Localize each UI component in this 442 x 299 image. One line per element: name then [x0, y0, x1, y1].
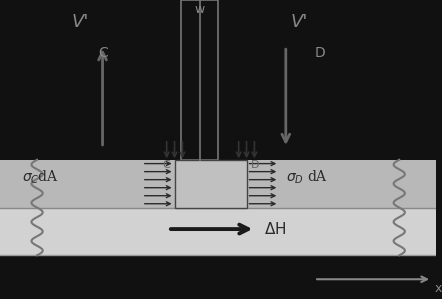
Text: $\sigma_D$ dA: $\sigma_D$ dA [286, 169, 328, 186]
Text: D: D [251, 160, 259, 170]
Text: D: D [314, 46, 325, 60]
Text: V': V' [72, 13, 89, 31]
Text: C: C [98, 46, 108, 60]
Bar [0, 208, 436, 255]
Text: V': V' [290, 13, 308, 31]
Text: C: C [162, 160, 170, 170]
Bar [181, 0, 218, 160]
Bar [175, 160, 247, 208]
Text: $\Delta$H: $\Delta$H [264, 221, 286, 237]
Text: $\sigma_C$dA: $\sigma_C$dA [22, 169, 59, 186]
Text: w: w [194, 3, 205, 16]
Bar [0, 160, 436, 208]
Text: x: x [434, 282, 442, 295]
